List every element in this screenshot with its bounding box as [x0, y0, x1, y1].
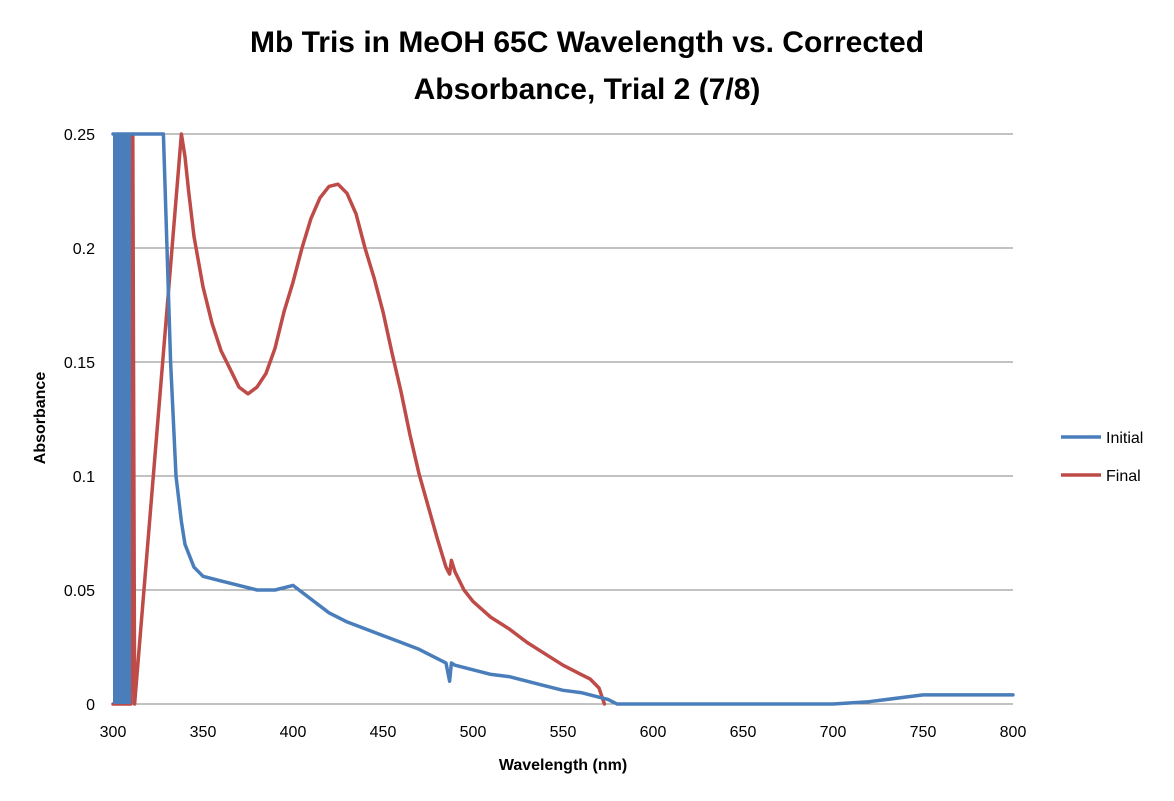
x-tick-label: 400 [280, 724, 307, 741]
x-tick-labels: 300 350 400 450 500 550 600 650 700 750 800 [100, 724, 1027, 741]
x-tick-label: 500 [460, 724, 487, 741]
x-tick-label: 600 [640, 724, 667, 741]
x-tick-label: 650 [730, 724, 757, 741]
y-axis-label: Absorbance [32, 372, 49, 465]
x-tick-label: 350 [190, 724, 217, 741]
x-axis-label: Wavelength (nm) [499, 757, 627, 774]
chart-title-line1: Mb Tris in MeOH 65C Wavelength vs. Corre… [250, 26, 924, 59]
series-line-initial [111, 132, 1015, 706]
legend-label-final: Final [1106, 468, 1141, 485]
legend: Initial Final [1061, 430, 1143, 485]
y-tick-label: 0.25 [64, 127, 95, 144]
y-tick-label: 0.1 [73, 469, 95, 486]
x-tick-label: 800 [1000, 724, 1027, 741]
plot-series [111, 132, 1015, 706]
x-tick-label: 550 [550, 724, 577, 741]
chart-title-line2: Absorbance, Trial 2 (7/8) [414, 73, 761, 106]
series-line-final [111, 132, 607, 706]
y-tick-label: 0.05 [64, 583, 95, 600]
x-tick-label: 700 [820, 724, 847, 741]
x-tick-label: 750 [910, 724, 937, 741]
series-initial-saturated-region [113, 134, 131, 704]
y-tick-label: 0.2 [73, 241, 95, 258]
x-tick-label: 450 [370, 724, 397, 741]
legend-label-initial: Initial [1106, 430, 1143, 447]
gridlines [113, 133, 1013, 705]
x-tick-label: 300 [100, 724, 127, 741]
y-tick-label: 0 [86, 697, 95, 714]
y-tick-label: 0.15 [64, 355, 95, 372]
y-tick-labels: 0 0.05 0.1 0.15 0.2 0.25 [64, 127, 95, 714]
